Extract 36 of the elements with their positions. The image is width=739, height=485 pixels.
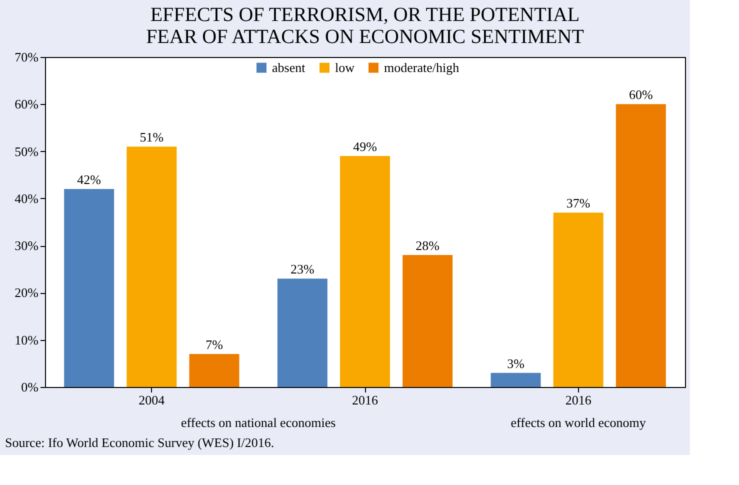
data-label: 3% [507,356,525,371]
x-tick-label: 2016 [352,392,378,408]
data-label: 28% [416,238,440,253]
bar [277,278,328,387]
text: effects on national economies [181,415,336,430]
data-label: 51% [140,130,164,145]
y-tick-label: 70% [14,50,39,64]
x-tick-label: 2016 [565,392,592,408]
y-tick-label: 0% [21,380,39,394]
y-tick-label: 10% [14,332,39,348]
y-tick-label: 40% [14,190,39,206]
bar [340,156,390,387]
data-label: 23% [290,262,314,277]
data-label: 49% [353,139,378,154]
y-tick-label: 30% [14,238,39,254]
bar [490,372,541,387]
legend-label: low [335,60,356,75]
chart-title: EFFECTS OF TERRORISM, OR THE POTENTIAL FEAR OF ATTACKS ON ECONOMIC SENTIMENT [146,4,584,48]
bar [64,189,114,387]
y-tick-label: 20% [14,285,39,300]
bar [189,354,240,387]
bar [126,146,177,387]
bar [402,255,453,387]
bar [553,212,604,387]
bar [616,104,666,387]
y-tick-label: 60% [14,96,39,112]
legend-label: moderate/high [384,60,460,75]
x-tick-label: 2004 [138,392,166,408]
data-label: 37% [566,196,590,211]
text: effects on world economy [510,415,646,430]
legend-label: absent [272,60,306,75]
data-label: 42% [77,172,102,187]
y-tick-label: 50% [14,144,39,159]
data-label: 60% [628,87,653,102]
data-label: 7% [206,337,224,352]
source-note: Source: Ifo World Economic Survey (WES) I/2016. [5,435,274,450]
